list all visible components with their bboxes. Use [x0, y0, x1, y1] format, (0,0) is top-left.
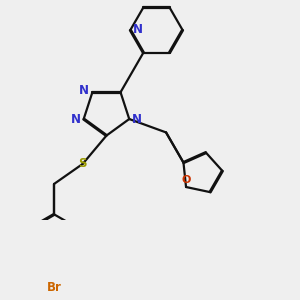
Text: N: N [132, 112, 142, 125]
Text: S: S [78, 158, 87, 170]
Text: N: N [70, 112, 81, 125]
Text: N: N [133, 23, 142, 36]
Text: Br: Br [47, 280, 61, 293]
Text: N: N [79, 84, 89, 98]
Text: O: O [182, 175, 191, 185]
